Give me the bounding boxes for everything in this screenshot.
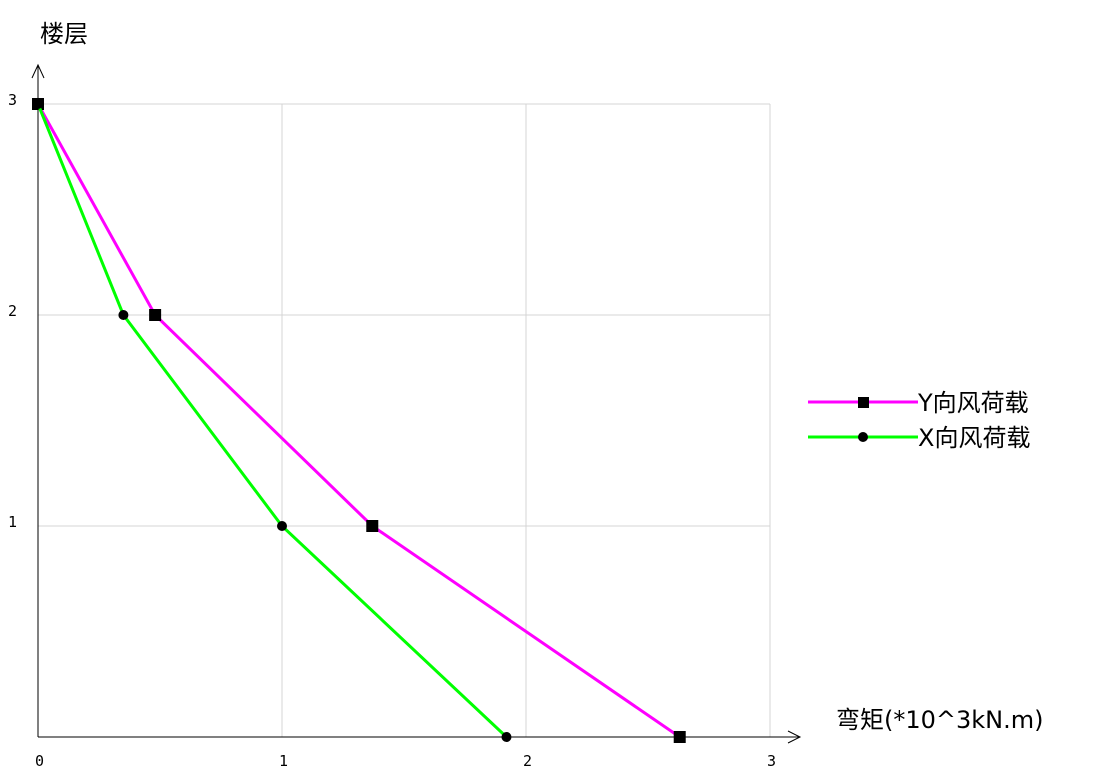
legend-label: Y向风荷载 xyxy=(917,389,1029,417)
x-axis-arrow xyxy=(787,730,802,744)
series-2 xyxy=(33,99,512,742)
legend-marker-square xyxy=(858,397,869,408)
data-point-circle xyxy=(33,99,43,109)
x-tick-label: 1 xyxy=(279,752,288,770)
data-point-circle xyxy=(118,310,129,320)
legend-item: Y向风荷载 xyxy=(808,389,1029,417)
data-point-circle xyxy=(277,521,287,531)
series xyxy=(32,98,686,743)
y-tick-label: 2 xyxy=(8,302,17,320)
x-axis-title: 弯矩(*10^3kN.m) xyxy=(836,706,1044,734)
series-line xyxy=(36,103,681,739)
data-point-circle xyxy=(501,732,512,742)
data-point-square xyxy=(149,309,162,321)
data-point-square xyxy=(366,520,379,532)
series-line xyxy=(36,103,508,739)
x-tick-label: 2 xyxy=(523,752,532,770)
legend: Y向风荷载 X向风荷载 xyxy=(808,389,1030,452)
y-axis-title: 楼层 xyxy=(40,20,88,48)
tick-labels: 0 1 2 3 1 2 3 xyxy=(8,91,776,770)
y-axis-arrow xyxy=(31,63,45,79)
series-1 xyxy=(32,98,686,743)
legend-marker-circle xyxy=(858,432,868,442)
data-point-square xyxy=(673,731,686,743)
x-tick-label: 3 xyxy=(767,752,776,770)
x-tick-label: 0 xyxy=(35,752,44,770)
axes xyxy=(31,63,802,744)
legend-label: X向风荷载 xyxy=(918,424,1030,452)
legend-item: X向风荷载 xyxy=(808,424,1030,452)
y-tick-label: 3 xyxy=(8,91,17,109)
y-tick-label: 1 xyxy=(8,513,17,531)
